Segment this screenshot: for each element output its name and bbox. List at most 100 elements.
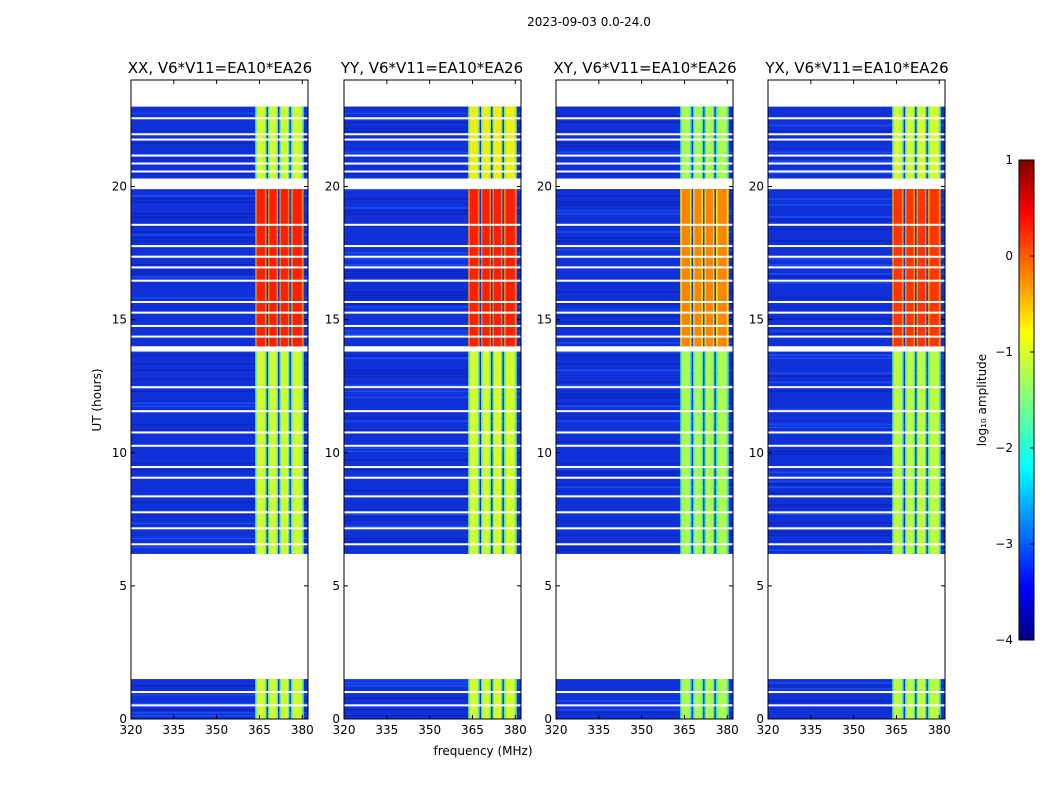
noise-row [556, 468, 733, 471]
noise-row [556, 363, 733, 366]
noise-row [344, 252, 521, 254]
noise-row [344, 682, 521, 684]
flagged-row [556, 466, 733, 469]
x-tick-label: 320 [757, 723, 780, 737]
noise-row [768, 297, 945, 299]
noise-row [131, 429, 308, 432]
noise-row [768, 157, 945, 160]
noise-row [131, 172, 308, 175]
flagged-row [344, 691, 521, 694]
heatmap-xy: 320 335 350 365 380 0 5 10 15 20 [537, 79, 739, 737]
flagged-row [768, 255, 945, 258]
flagged-row [344, 154, 521, 157]
noise-row [556, 393, 733, 396]
rfi-subband-core [705, 351, 713, 554]
y-tick-label: 10 [112, 446, 127, 460]
rfi-subband-core [681, 351, 690, 554]
flagged-row [556, 311, 733, 314]
flagged-row [344, 431, 521, 434]
rfi-subband-core [269, 351, 277, 554]
noise-row [768, 240, 945, 242]
flagged-row [768, 266, 945, 269]
noise-row [768, 534, 945, 537]
rfi-subband-core [694, 106, 702, 179]
noise-row [344, 127, 521, 130]
flagged-row [768, 300, 945, 303]
noise-row [344, 450, 521, 453]
plot-frame [343, 79, 522, 720]
noise-row [344, 357, 521, 360]
flagged-row [768, 466, 945, 469]
y-tick-label: 5 [332, 579, 340, 593]
flagged-row [344, 543, 521, 546]
flagged-row [768, 511, 945, 514]
noise-row [768, 204, 945, 206]
noise-row [344, 213, 521, 215]
noise-row [556, 210, 733, 212]
noise-row [768, 381, 945, 384]
noise-row [131, 213, 308, 215]
flagged-row [131, 138, 308, 141]
y-tick-label: 20 [112, 180, 127, 194]
noise-row [556, 549, 733, 552]
noise-row [131, 703, 308, 705]
rfi-subband-core [256, 351, 265, 554]
noise-row [556, 315, 733, 317]
flagged-row [556, 266, 733, 269]
noise-row [344, 300, 521, 302]
noise-row [344, 387, 521, 390]
noise-row [344, 151, 521, 154]
y-tick-label: 0 [544, 712, 552, 726]
noise-row [344, 525, 521, 528]
noise-row [768, 375, 945, 378]
data-segment [768, 351, 945, 554]
rfi-subband-core [717, 106, 727, 179]
x-tick-label: 335 [162, 723, 185, 737]
flagged-row [556, 495, 733, 498]
noise-row [556, 115, 733, 118]
noise-row [131, 276, 308, 278]
noise-row [344, 375, 521, 378]
flagged-row [131, 255, 308, 258]
flagged-row [131, 279, 308, 282]
noise-row [768, 318, 945, 320]
flagged-row [131, 511, 308, 514]
noise-row [768, 682, 945, 684]
x-tick-label: 380 [504, 723, 527, 737]
noise-row [344, 369, 521, 372]
flagged-row [556, 444, 733, 447]
noise-row [556, 405, 733, 408]
noise-row [344, 697, 521, 699]
panel-title-xy: XY, V6*V11=EA10*EA26 [553, 59, 736, 77]
noise-row [344, 121, 521, 124]
flagged-row [556, 223, 733, 226]
x-tick-label: 365 [885, 723, 908, 737]
rfi-subband-core [256, 679, 265, 719]
noise-row [556, 709, 733, 711]
flagged-row [344, 386, 521, 389]
flagged-row [768, 154, 945, 157]
flagged-row [556, 704, 733, 707]
noise-row [131, 709, 308, 711]
flagged-row [556, 386, 733, 389]
noise-row [131, 112, 308, 115]
noise-row [768, 387, 945, 390]
noise-row [556, 189, 733, 191]
colorbar-tick-label: −1 [995, 345, 1013, 359]
noise-row [768, 160, 945, 163]
noise-row [556, 195, 733, 197]
rfi-subband-core [917, 351, 925, 554]
noise-row [344, 198, 521, 200]
flagged-row [768, 223, 945, 226]
noise-row [344, 130, 521, 133]
rfi-subband-core [705, 106, 713, 179]
flagged-row [131, 162, 308, 165]
rfi-subband-core [929, 679, 939, 719]
flagged-row [556, 279, 733, 282]
noise-row [556, 354, 733, 357]
y-tick-label: 15 [112, 313, 127, 327]
noise-row [344, 447, 521, 450]
noise-row [556, 201, 733, 203]
colorbar-tick-label: 0 [1005, 249, 1013, 263]
